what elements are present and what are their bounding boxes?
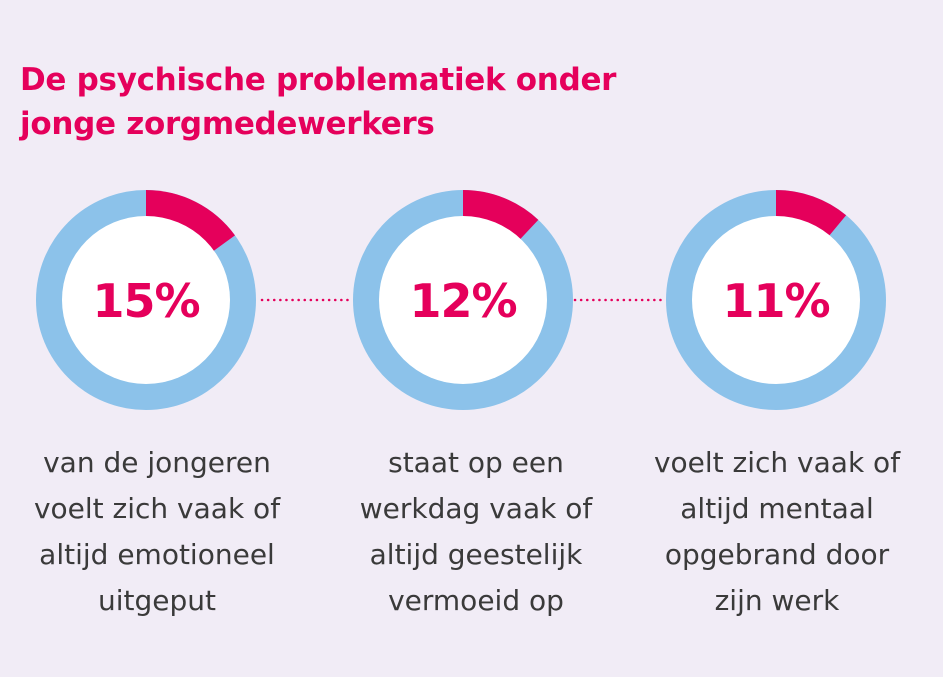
caption-1-line-2: voelt zich vaak of xyxy=(33,492,281,525)
donut-2-value-label: 12% xyxy=(409,274,516,328)
title-line-1: De psychische problematiek onder xyxy=(20,62,617,98)
caption-1-line-4: uitgeput xyxy=(97,584,216,617)
donut-2-center xyxy=(379,216,547,384)
donut-3-center xyxy=(692,216,860,384)
caption-2-line-4: vermoeid op xyxy=(388,584,564,617)
caption-2-line-2: werkdag vaak of xyxy=(359,492,593,525)
caption-1-line-1: van de jongeren xyxy=(43,446,271,479)
caption-2-line-1: staat op een xyxy=(388,446,564,479)
donut-1-center xyxy=(62,216,230,384)
caption-1: van de jongeren voelt zich vaak of altij… xyxy=(7,440,307,624)
caption-3-line-1: voelt zich vaak of xyxy=(653,446,901,479)
caption-1-line-3: altijd emotioneel xyxy=(39,538,275,571)
title-line-2: jonge zorgmedewerkers xyxy=(20,106,435,142)
caption-2-line-3: altijd geestelijk xyxy=(369,538,583,571)
caption-3-line-3: opgebrand door xyxy=(664,538,890,571)
caption-3-line-4: zijn werk xyxy=(714,584,840,617)
donut-1-value-label: 15% xyxy=(92,274,199,328)
page-title: De psychische problematiek onder jonge z… xyxy=(20,58,880,146)
caption-3-line-2: altijd mentaal xyxy=(680,492,874,525)
caption-3: voelt zich vaak of altijd mentaal opgebr… xyxy=(627,440,927,624)
caption-2: staat op een werkdag vaak of altijd gees… xyxy=(326,440,626,624)
donut-3-value-label: 11% xyxy=(722,274,829,328)
